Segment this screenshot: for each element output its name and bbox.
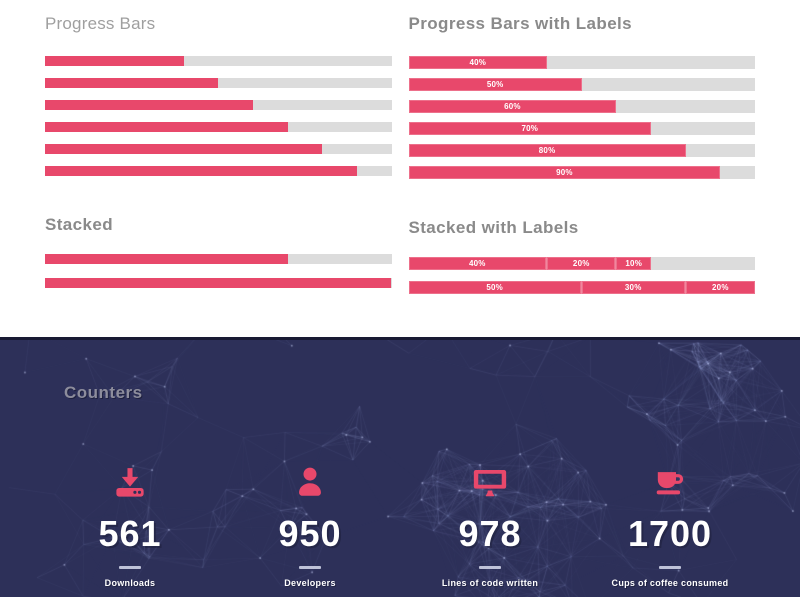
counter-label: Cups of coffee consumed [611,578,729,588]
progress-bar-fill [45,78,219,88]
progress-bars-labeled-title: Progress Bars with Labels [408,14,633,33]
progress-bar-label: 60% [504,102,521,111]
progress-bars-labeled-group: 40% 50% 60% 70% 80% 90% [408,56,755,179]
counter-item: 950 Developers [220,463,400,588]
progress-bar-fill: 90% [408,166,721,179]
stacked-bar-segment: 20% [685,281,755,294]
stacked-segment-label: 30% [624,283,642,292]
counter-label: Developers [284,578,336,588]
stacked-segment-label: 40% [468,259,486,268]
stacked-segment-label: 20% [712,283,729,292]
counter-item: 1700 Cups of coffee consumed [580,463,760,588]
progress-bar-labeled: 60% [408,100,755,113]
progress-bar [45,78,392,88]
coffee-icon [651,463,689,501]
stacked-bar-labeled: 50% 30% 20% [408,281,755,294]
progress-bar-label: 80% [538,146,556,155]
stacked-bar-segment: 30% [581,281,686,294]
counter-value: 561 [98,513,162,554]
progress-bar-fill [45,100,253,110]
counter-divider [119,566,141,569]
progress-bar-label: 70% [521,124,539,133]
progress-bar [45,166,392,176]
counter-label: Downloads [104,578,156,588]
stacked-bar [45,278,392,288]
progress-bar-labeled: 80% [408,144,755,157]
counter-value: 1700 [627,513,713,554]
counter-label: Lines of code written [441,578,539,588]
counters-section: Counters 561 Downloads 950 Developers 978 Lin… [0,337,800,600]
progress-bar-fill [45,144,323,154]
progress-bar-fill [45,166,357,176]
stacked-bar-segment [45,278,219,288]
left-column: Progress Bars Stacked [45,0,392,337]
progress-bar [45,122,392,132]
counter-divider [659,566,681,569]
stacked-labeled-group: 40% 20% 10% 50% 30% 20% [408,257,755,294]
stacked-bar [45,254,392,264]
progress-bar-labeled: 40% [408,56,755,69]
stacked-bar-segment: 50% [408,281,582,294]
plexus-background [0,340,800,597]
progress-bar [45,144,392,154]
stacked-segment-label: 10% [625,259,643,268]
progress-bars-section: Progress Bars Stacked Progress Bars with… [45,0,755,337]
download-icon [111,463,149,501]
progress-bar-labeled: 50% [408,78,755,91]
progress-bar-fill [45,122,288,132]
stacked-bar-segment: 10% [616,257,652,270]
stacked-bar-segment [252,254,288,264]
progress-bars-plain-group [45,56,392,176]
counter-value: 978 [458,513,522,554]
stacked-bar-segment [183,254,253,264]
progress-bar-fill: 40% [408,56,548,69]
counter-item: 978 Lines of code written [400,463,580,588]
stacked-bar-labeled: 40% 20% 10% [408,257,755,270]
stacked-bar-segment: 40% [408,257,548,270]
right-column: Progress Bars with Labels 40% 50% 60% 70% 80… [408,0,755,337]
progress-bar-label: 40% [469,58,487,67]
progress-bar-fill: 60% [408,100,617,113]
progress-bar-fill: 80% [408,144,686,157]
stacked-segment-label: 50% [486,283,503,292]
counter-value: 950 [278,513,342,554]
progress-bar-label: 90% [556,168,573,177]
progress-bar-label: 50% [486,80,504,89]
stacked-bar-segment [218,278,323,288]
progress-bar [45,56,392,66]
counter-row: 561 Downloads 950 Developers 978 Lines of cod… [0,463,800,588]
stacked-bars-group [45,254,392,288]
desktop-icon [471,463,509,501]
stacked-segment-label: 20% [572,259,590,268]
stacked-bar-segment [45,254,184,264]
stacked-bar-segment: 20% [547,257,617,270]
progress-bar-labeled: 90% [408,166,755,179]
stacked-bar-segment [322,278,392,288]
progress-bar-labeled: 70% [408,122,755,135]
stacked-title: Stacked [45,215,114,234]
progress-bar-fill [45,56,184,66]
counter-divider [299,566,321,569]
progress-bar-fill: 50% [408,78,582,91]
counter-divider [479,566,501,569]
progress-bar-fill: 70% [408,122,652,135]
counter-item: 561 Downloads [40,463,220,588]
counters-title: Counters [64,383,143,402]
progress-bar [45,100,392,110]
counters-content: Counters 561 Downloads 950 Developers 978 Lin… [0,340,800,588]
stacked-labeled-title: Stacked with Labels [408,218,579,237]
user-icon [291,463,329,501]
progress-bars-title: Progress Bars [45,14,156,33]
